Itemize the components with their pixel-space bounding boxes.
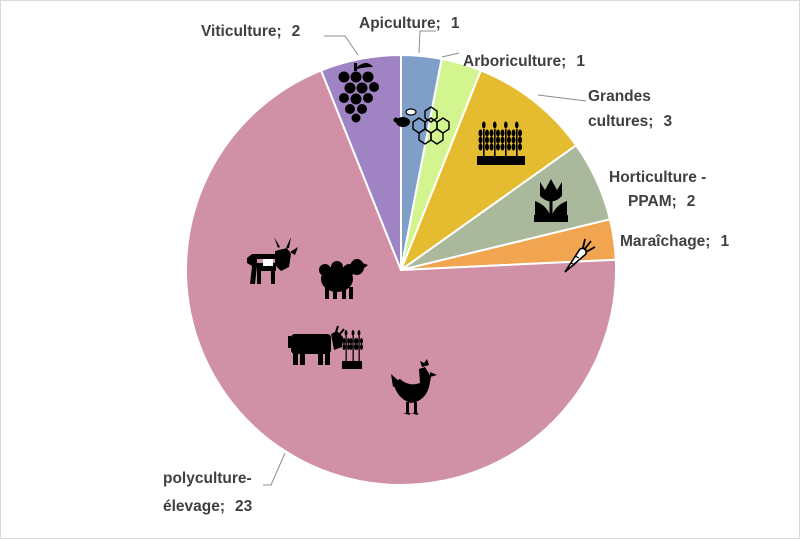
leader-line-polyculture — [263, 452, 286, 486]
wheat-small-icon — [342, 330, 363, 369]
pie-slice-viticulture — [319, 53, 402, 271]
leader-line-apiculture — [418, 30, 436, 54]
data-label-arboriculture: Arboriculture; 1 — [463, 53, 585, 70]
bee-honeycomb-icon — [393, 106, 450, 145]
data-label-grandes-cultures: Grandes cultures; 3 — [588, 88, 672, 130]
data-label-maraichage: Maraîchage; 1 — [620, 233, 729, 250]
pie-slices — [185, 53, 617, 486]
pie-slice-grandes-cultures — [398, 69, 578, 273]
data-label-horticulture: Horticulture - PPAM; 2 — [609, 169, 711, 210]
data-label-polyculture: polyculture- élevage; 23 — [163, 470, 256, 515]
hen-icon — [391, 359, 437, 415]
carrot-icon — [564, 238, 596, 273]
cow-icon — [288, 325, 345, 365]
data-label-apiculture: Apiculture; 1 — [359, 15, 460, 32]
tulip-icon — [534, 179, 568, 222]
grape-icon — [338, 63, 379, 123]
pie-slice-polyculture-elevage — [185, 69, 617, 486]
leader-line-arboriculture — [441, 52, 460, 58]
data-label-viticulture: Viticulture; 2 — [201, 23, 300, 40]
leader-lines — [263, 30, 587, 486]
sheep-icon — [319, 259, 368, 299]
leader-line-viticulture — [324, 35, 359, 56]
leader-line-grandes-cultures — [537, 94, 587, 102]
data-labels: Apiculture; 1 Arboriculture; 1 Grandes cul… — [163, 15, 729, 515]
wheat-icon — [477, 121, 525, 165]
goat-icon — [247, 237, 298, 284]
